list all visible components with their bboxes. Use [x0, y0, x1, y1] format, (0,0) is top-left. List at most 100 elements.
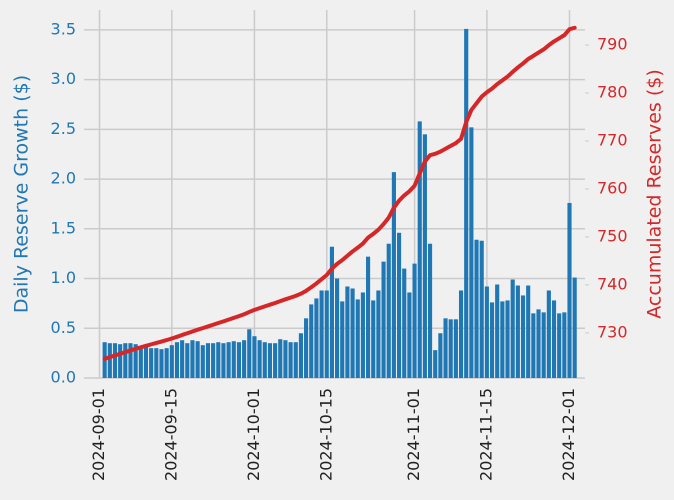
bar: [205, 343, 211, 378]
bar: [123, 343, 128, 378]
bar: [345, 286, 350, 378]
bar: [417, 121, 422, 378]
bar: [500, 301, 505, 378]
bar: [505, 300, 510, 378]
y2-tick-label: 780: [597, 83, 628, 102]
bar: [484, 286, 489, 378]
bar: [242, 340, 247, 378]
bar: [551, 300, 557, 378]
bar: [216, 342, 221, 378]
bar: [133, 344, 138, 378]
bar: [546, 290, 551, 378]
bar: [541, 312, 546, 378]
bar: [283, 340, 288, 378]
bar: [293, 342, 298, 378]
bar: [273, 343, 278, 378]
y2-tick-label: 750: [597, 226, 628, 245]
bar: [149, 348, 154, 378]
bar: [211, 343, 216, 378]
bar: [107, 343, 112, 378]
bar: [376, 290, 381, 378]
y2-tick-label: 740: [597, 274, 628, 293]
bar: [278, 339, 283, 378]
bar: [433, 350, 438, 378]
bar: [526, 285, 531, 378]
bar: [407, 292, 412, 378]
bar: [536, 309, 541, 378]
bar: [510, 279, 515, 378]
y-tick-label: 2.0: [51, 169, 76, 188]
bar: [391, 172, 396, 378]
bar: [298, 333, 303, 378]
bar: [169, 345, 174, 378]
bar: [288, 342, 293, 378]
bar: [180, 340, 185, 378]
bar: [557, 313, 562, 378]
bar: [335, 278, 340, 378]
bar: [515, 285, 520, 378]
bar: [267, 343, 273, 378]
bar: [495, 284, 500, 378]
bar: [360, 292, 365, 378]
y2-axis-label: Accumulated Reserves ($): [644, 69, 666, 319]
bar: [438, 333, 443, 378]
bar: [195, 341, 200, 378]
y2-tick-label: 770: [597, 130, 628, 149]
bar: [231, 341, 236, 378]
bar: [159, 349, 164, 378]
bar: [531, 313, 536, 378]
bar: [396, 232, 402, 378]
bar: [520, 295, 526, 378]
y-tick-label: 2.5: [51, 119, 76, 138]
bar: [443, 318, 448, 378]
bar: [252, 336, 257, 378]
bar: [309, 304, 314, 378]
y2-tick-label: 790: [597, 35, 628, 54]
bar: [427, 243, 433, 378]
x-tick-label: 2024-10-01: [244, 388, 263, 481]
bar: [319, 290, 324, 378]
bar: [143, 347, 149, 378]
bar: [138, 346, 143, 378]
bar: [402, 268, 407, 378]
y2-tick-label: 760: [597, 178, 628, 197]
bar: [350, 288, 355, 378]
bar: [355, 299, 360, 378]
bar: [128, 343, 133, 378]
x-tick-label: 2024-10-15: [316, 388, 335, 481]
bar: [386, 243, 391, 378]
bar: [221, 343, 226, 378]
x-tick-label: 2024-12-01: [559, 388, 578, 481]
bar: [257, 340, 262, 378]
bar: [324, 290, 329, 378]
bar: [469, 127, 474, 379]
bar: [412, 263, 417, 378]
y-tick-label: 0.5: [51, 318, 76, 337]
y-tick-label: 3.5: [51, 19, 76, 38]
y-axis-label: Daily Reserve Growth ($): [11, 75, 33, 313]
bar: [185, 343, 190, 378]
bar: [314, 298, 319, 378]
x-tick-label: 2024-09-15: [161, 388, 180, 481]
bar: [329, 246, 334, 378]
bar: [112, 343, 118, 378]
bar: [200, 345, 205, 378]
bar: [448, 319, 453, 378]
line: [102, 25, 577, 361]
y-tick-label: 1.5: [51, 218, 76, 237]
bar: [190, 340, 195, 378]
bar: [479, 240, 484, 378]
bar: [164, 348, 169, 378]
bar: [366, 256, 371, 378]
bar: [247, 329, 252, 378]
x-tick-label: 2024-11-01: [404, 388, 423, 481]
y-tick-label: 1.0: [51, 268, 76, 287]
bar: [489, 302, 495, 378]
bar: [236, 342, 242, 378]
x-tick-label: 2024-11-15: [476, 388, 495, 481]
bar: [340, 301, 345, 378]
x-tick-label: 2024-09-01: [89, 388, 108, 481]
bar: [464, 28, 469, 378]
